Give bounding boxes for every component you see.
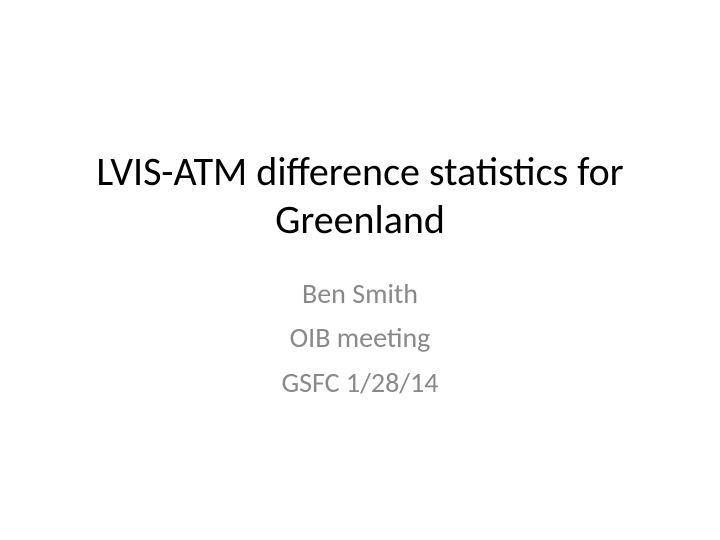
slide-title: LVIS-ATM difference statistics for Green… (0, 148, 720, 244)
author-line: Ben Smith (302, 276, 418, 312)
slide-container: LVIS-ATM difference statistics for Green… (0, 0, 720, 540)
location-date-line: GSFC 1/28/14 (282, 365, 439, 401)
meeting-line: OIB meeting (290, 320, 431, 356)
subtitle-group: Ben Smith OIB meeting GSFC 1/28/14 (282, 276, 439, 401)
